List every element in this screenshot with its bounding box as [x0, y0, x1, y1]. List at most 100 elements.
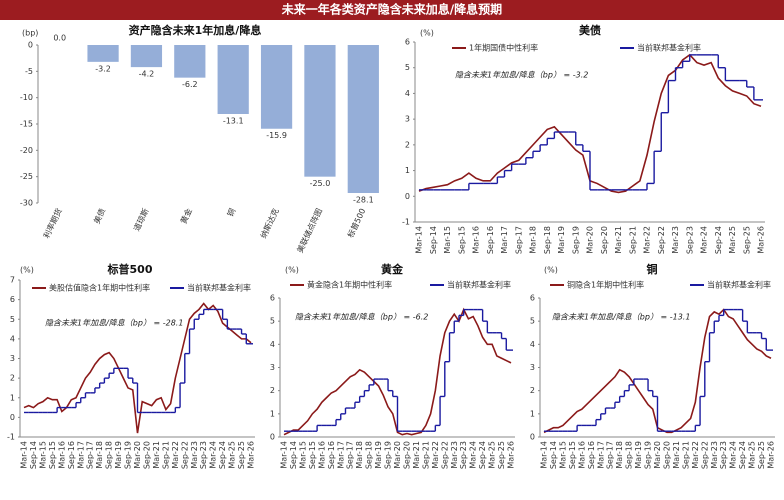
x-tick-label: Mar-22	[643, 226, 652, 254]
annotation: 隐含未来1年加息/降息（bp） = -13.1	[552, 313, 690, 322]
bar	[304, 45, 336, 177]
x-tick-label: Sep-15	[457, 226, 466, 254]
legend-label: 铜隐含1年期中性利率	[567, 280, 644, 290]
bar	[347, 45, 379, 193]
x-tick-label: 道琼斯	[131, 207, 150, 233]
y-unit: (%)	[285, 266, 299, 275]
x-tick-label: Mar-18	[355, 441, 364, 469]
x-tick-label: Sep-19	[571, 226, 580, 254]
x-tick-label: Mar-14	[280, 441, 289, 469]
x-tick-label: Mar-16	[317, 441, 326, 469]
y-tick-label: 4	[530, 340, 535, 349]
y-tick-label: 3	[270, 363, 275, 372]
y-tick-label: 1	[405, 166, 410, 175]
y-unit: (%)	[420, 29, 434, 38]
y-tick-label: 2	[10, 374, 15, 383]
x-tick-label: Mar-21	[152, 441, 161, 469]
legend-label: 当前联邦基金利率	[447, 280, 511, 290]
x-tick-label: Mar-20	[133, 441, 142, 469]
x-tick-label: Sep-16	[587, 441, 596, 469]
x-tick-label: Sep-21	[628, 226, 637, 254]
y-tick-label: 5	[530, 317, 535, 326]
x-tick-label: Sep-20	[142, 441, 151, 469]
y-unit: (%)	[20, 266, 34, 275]
x-tick-label: Sep-23	[199, 441, 208, 469]
x-tick-label: Sep-15	[48, 441, 57, 469]
value-label: -28.1	[353, 195, 374, 204]
y-tick-label: 4	[10, 334, 15, 343]
x-tick-label: Sep-17	[514, 226, 523, 254]
y-unit: (%)	[544, 266, 558, 275]
value-label: -4.2	[139, 70, 155, 79]
x-tick-label: 标普500	[345, 207, 367, 240]
y-tick-label: 0	[530, 433, 535, 442]
x-tick-label: Mar-21	[412, 441, 421, 469]
legend-label: 当前联邦基金利率	[637, 43, 701, 53]
y-tick-label: 2	[405, 140, 410, 149]
x-tick-label: Sep-16	[486, 226, 495, 254]
legend-label: 美股估值隐含1年期中性利率	[49, 283, 150, 293]
x-tick-label: Mar-17	[336, 441, 345, 469]
x-tick-label: Sep-23	[685, 226, 694, 254]
x-tick-label: Mar-22	[691, 441, 700, 469]
x-tick-label: 美联储点阵图	[295, 207, 324, 255]
x-tick-label: Sep-14	[289, 441, 298, 469]
value-label: -13.1	[223, 116, 244, 125]
series-line	[23, 302, 252, 434]
x-tick-label: Mar-24	[209, 441, 218, 469]
x-tick-label: Mar-23	[710, 441, 719, 469]
y-tick-label: 6	[10, 295, 15, 304]
y-tick-label: 0	[10, 413, 15, 422]
x-tick-label: Mar-20	[653, 441, 662, 469]
x-tick-label: Sep-20	[600, 226, 609, 254]
x-tick-label: Sep-18	[105, 441, 114, 469]
x-tick-label: 铜	[225, 207, 237, 218]
y-tick-label: -10	[20, 93, 33, 102]
x-tick-label: Sep-21	[681, 441, 690, 469]
x-tick-label: Mar-24	[729, 441, 738, 469]
x-tick-label: Mar-25	[228, 441, 237, 469]
chart-title: 美债	[579, 23, 601, 37]
y-tick-label: 6	[405, 38, 410, 47]
y-tick-label: 4	[405, 89, 410, 98]
x-tick-label: Mar-19	[634, 441, 643, 469]
x-tick-label: Mar-20	[586, 226, 595, 254]
x-tick-label: Sep-22	[180, 441, 189, 469]
x-tick-label: Mar-14	[415, 226, 424, 254]
value-label: 0.0	[53, 34, 66, 43]
y-tick-label: 7	[10, 276, 15, 285]
y-tick-label: -30	[20, 199, 33, 208]
legend-label: 黄金隐含1年期中性利率	[307, 280, 392, 290]
y-tick-label: -5	[25, 67, 33, 76]
x-tick-label: Sep-24	[714, 226, 723, 254]
bar	[87, 45, 119, 62]
y-tick-label: 4	[270, 340, 275, 349]
x-tick-label: Sep-25	[742, 226, 751, 254]
x-tick-label: Mar-21	[614, 226, 623, 254]
y-tick-label: 0	[405, 192, 410, 201]
x-tick-label: Mar-17	[76, 441, 85, 469]
x-tick-label: 纳斯达克	[258, 207, 281, 240]
x-tick-label: Sep-22	[700, 441, 709, 469]
x-tick-label: Mar-18	[529, 226, 538, 254]
x-tick-label: Mar-22	[431, 441, 440, 469]
legend-label: 当前联邦基金利率	[707, 280, 771, 290]
y-tick-label: 1	[530, 409, 535, 418]
x-tick-label: Mar-23	[671, 226, 680, 254]
y-tick-label: 3	[10, 354, 15, 363]
x-tick-label: Sep-19	[644, 441, 653, 469]
bar	[217, 45, 249, 114]
x-tick-label: Sep-15	[568, 441, 577, 469]
bar	[130, 45, 163, 68]
bar	[174, 45, 206, 78]
x-tick-label: Sep-25	[497, 441, 506, 469]
chart-title: 标普500	[107, 262, 153, 276]
y-tick-label: 6	[270, 294, 275, 303]
x-tick-label: 美债	[91, 207, 107, 226]
x-tick-label: Mar-19	[374, 441, 383, 469]
x-tick-label: Sep-17	[86, 441, 95, 469]
x-tick-label: Mar-23	[190, 441, 199, 469]
x-tick-label: Sep-23	[719, 441, 728, 469]
x-tick-label: Mar-17	[500, 226, 509, 254]
